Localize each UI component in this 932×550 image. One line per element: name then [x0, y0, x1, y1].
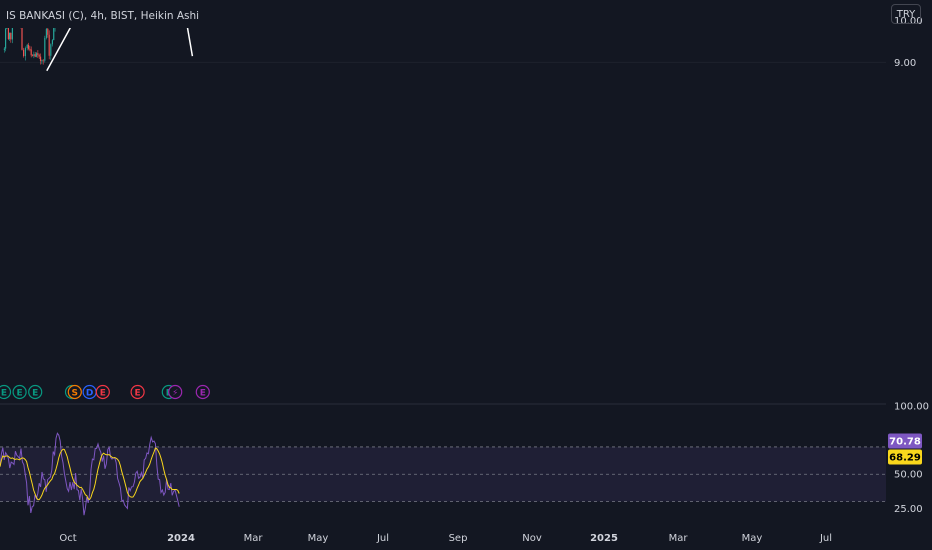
rsi-tick-label: 25.00	[894, 504, 923, 515]
candle-body	[26, 44, 28, 49]
event-marker[interactable]: D	[82, 384, 97, 400]
candle-body	[6, 28, 8, 29]
candle-body	[29, 48, 31, 50]
event-marker[interactable]: ⚡	[168, 384, 183, 400]
candle-body	[51, 40, 53, 45]
rsi-value-tag[interactable]: 70.78	[888, 433, 922, 449]
candle-body	[31, 55, 34, 57]
candle-body	[10, 32, 12, 40]
time-tick-label: 2024	[167, 533, 195, 544]
event-letter: E	[32, 388, 38, 398]
candle-body	[38, 54, 40, 57]
candle-body	[7, 28, 9, 40]
event-marker[interactable]: E	[0, 384, 12, 400]
candle-body	[23, 49, 25, 57]
candle-body	[42, 60, 44, 62]
candle-body	[5, 28, 7, 49]
rsi-tag-label: 68.29	[889, 453, 921, 464]
event-letter: E	[1, 388, 7, 398]
event-marker[interactable]: E	[95, 384, 110, 400]
event-badge	[95, 384, 110, 400]
rsi-tag-label: 70.78	[889, 437, 921, 448]
rsi-tag-bg	[888, 433, 922, 449]
event-marker[interactable]: E	[28, 384, 43, 400]
event-letter: ⚡	[172, 388, 178, 398]
candle-body	[39, 56, 42, 62]
event-markers: EEEESDEEE⚡E	[0, 384, 210, 400]
candles	[3, 28, 56, 65]
event-badge	[0, 384, 12, 400]
event-letter: E	[17, 388, 23, 398]
event-marker[interactable]: E	[130, 384, 145, 400]
time-tick-label: Sep	[449, 533, 468, 544]
rsi-pane[interactable]	[0, 432, 886, 516]
candle-body	[41, 60, 43, 62]
candle-body	[9, 32, 11, 40]
event-badge	[12, 384, 27, 400]
candle-body	[11, 28, 13, 40]
time-tick-label: Jul	[376, 533, 389, 544]
price-pane[interactable]: EEEESDEEE⚡E	[0, 0, 886, 400]
event-badge	[67, 384, 82, 400]
time-tick-label: 2025	[590, 533, 618, 544]
candle-body	[35, 53, 38, 57]
event-letter: S	[72, 388, 78, 398]
event-letter: E	[135, 388, 141, 398]
candle-body	[21, 28, 23, 50]
rsi-value-tag[interactable]: 68.29	[888, 449, 922, 465]
support-resistance-levels	[0, 61, 886, 63]
candle-body	[45, 28, 47, 38]
price-tick-label: 10.00	[894, 16, 923, 27]
candle-body	[24, 48, 26, 57]
rsi-tag-bg	[888, 449, 922, 465]
candle-body	[27, 44, 30, 49]
event-letter: E	[200, 388, 206, 398]
time-tick-label: Oct	[59, 533, 76, 544]
price-tick-label: 9.00	[894, 58, 916, 69]
candle-body	[44, 37, 46, 61]
time-tick-label: Mar	[244, 533, 264, 544]
rsi-tick-label: 100.00	[894, 402, 929, 413]
candle-body	[3, 48, 5, 50]
time-tick-label: Jul	[819, 533, 832, 544]
event-badge	[168, 384, 183, 400]
event-marker[interactable]: E	[12, 384, 27, 400]
currency-button[interactable]: TRY	[891, 4, 921, 24]
rsi-ma-line	[0, 447, 180, 501]
event-letter: D	[86, 388, 93, 398]
candle-body	[47, 28, 49, 35]
time-tick-label: Mar	[669, 533, 689, 544]
candle-body	[37, 53, 39, 55]
candle-body	[34, 54, 36, 57]
event-badge	[130, 384, 145, 400]
time-axis[interactable]: Oct 2024 Mar May Jul Sep Nov 2025 Mar May Jul	[59, 533, 832, 544]
candle-body	[50, 44, 52, 56]
chart-title: IS BANKASI (C), 4h, BIST, Heikin Ashi	[6, 10, 199, 22]
candle-body	[53, 28, 55, 41]
candle-body	[30, 49, 32, 56]
event-badge	[28, 384, 43, 400]
candle-body	[48, 34, 50, 56]
candle-body	[33, 54, 35, 56]
event-marker[interactable]: S	[67, 384, 82, 400]
price-axis[interactable]: 9.0010.0011.0012.0013.0014.0015.0016.001…	[888, 0, 923, 69]
time-tick-label: May	[742, 533, 763, 544]
rsi-line	[0, 432, 180, 516]
time-tick-label: May	[308, 533, 329, 544]
event-badge	[195, 384, 210, 400]
event-letter: E	[100, 388, 106, 398]
rsi-tick-label: 50.00	[894, 470, 923, 481]
time-tick-label: Nov	[522, 533, 542, 544]
event-marker[interactable]: E	[195, 384, 210, 400]
